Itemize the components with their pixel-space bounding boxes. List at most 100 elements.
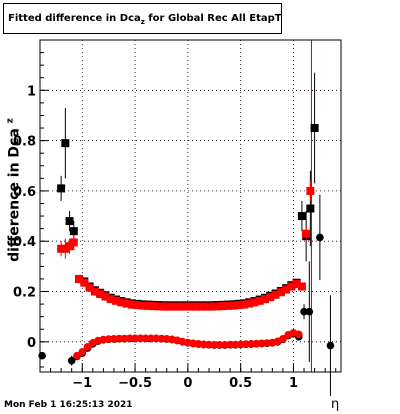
y-axis-label-subscript: z [5, 118, 16, 124]
y-axis-label: difference in Dca z [6, 118, 23, 262]
data-point-circle [305, 307, 314, 316]
data-point-circle [147, 334, 155, 343]
data-point-square [276, 288, 285, 297]
data-point-square [302, 229, 311, 238]
data-point-square [69, 238, 78, 247]
data-point-square [57, 244, 66, 253]
data-point-square [260, 295, 269, 304]
data-point-circle [210, 341, 219, 349]
data-point-circle [300, 307, 308, 316]
data-point-square [112, 296, 121, 305]
data-point-square [149, 302, 158, 311]
data-point-circle [279, 335, 287, 343]
data-point-circle [226, 340, 234, 349]
data-point-circle [67, 356, 76, 365]
x-tick-label: 0 [183, 376, 192, 391]
y-tick-label: 0 [27, 336, 36, 351]
data-point-square [234, 301, 243, 310]
data-point-circle [73, 351, 81, 360]
series-3 [73, 328, 303, 360]
data-point-square [292, 279, 301, 288]
data-point-circle [141, 334, 150, 343]
data-point-circle [125, 334, 134, 343]
data-point-square [245, 299, 254, 308]
data-point-square [164, 302, 173, 311]
data-point-square [154, 302, 163, 311]
data-point-square [266, 293, 275, 302]
data-point-square [138, 301, 147, 310]
data-point-square [65, 217, 74, 226]
data-point-circle [136, 334, 145, 343]
grid-lines [40, 40, 341, 372]
x-tick-label: 0.5 [229, 376, 252, 391]
data-point-square [202, 302, 211, 311]
data-point-square [159, 302, 168, 311]
data-point-square [80, 278, 89, 287]
data-point-circle [316, 233, 324, 242]
data-point-circle [215, 341, 224, 349]
data-point-square [57, 184, 66, 193]
x-tick-label: 1 [289, 376, 298, 391]
y-tick-label: 1 [27, 84, 36, 99]
title-text: Fitted difference in Dca [8, 13, 141, 24]
data-point-square [69, 227, 78, 236]
data-point-square [208, 302, 217, 311]
data-point-square [297, 282, 306, 291]
data-point-square [187, 302, 196, 311]
y-tick-label: 0.8 [13, 135, 36, 150]
chart-title: Fitted difference in Dcaz for Global Rec… [3, 3, 282, 34]
x-tick-label: −0.5 [118, 376, 152, 391]
data-point-square [223, 301, 232, 310]
data-point-square [213, 302, 222, 311]
data-point-square [61, 244, 70, 253]
timestamp-footer: Mon Feb 1 16:25:13 2021 [4, 400, 133, 410]
data-point-circle [78, 348, 87, 356]
data-point-square [297, 212, 306, 221]
y-tick-label: 0.4 [13, 235, 36, 250]
title-suffix: for Global Rec All EtapT [144, 13, 282, 24]
y-tick-label: 0.6 [13, 185, 36, 200]
x-axis-label: η [331, 397, 340, 412]
y-tick-label: 0.2 [13, 286, 36, 301]
data-point-square [197, 302, 206, 311]
data-point-square [306, 204, 315, 213]
data-point-square [61, 139, 70, 148]
data-point-square [122, 299, 131, 308]
data-point-square [271, 290, 280, 299]
axis-ticks [39, 39, 337, 372]
series-1 [57, 180, 315, 311]
data-point-square [180, 302, 189, 311]
data-point-square [218, 302, 227, 311]
data-series [38, 72, 335, 396]
data-point-square [75, 274, 84, 283]
data-point-circle [131, 334, 139, 343]
data-point-square [192, 302, 201, 311]
data-point-square [127, 300, 136, 309]
data-point-square [255, 296, 264, 305]
data-point-square [287, 282, 296, 291]
title-subscript: z [140, 18, 145, 26]
data-point-circle [115, 334, 124, 343]
data-point-circle [326, 341, 335, 350]
x-tick-label: −1 [72, 376, 92, 391]
data-point-square [106, 295, 115, 304]
data-point-square [143, 301, 152, 310]
data-point-square [239, 300, 248, 309]
data-point-square [96, 290, 105, 299]
data-point-circle [294, 330, 303, 339]
plot-frame [39, 39, 342, 373]
data-point-square [133, 301, 142, 310]
data-point-square [65, 242, 74, 251]
data-point-square [306, 186, 315, 195]
data-point-circle [38, 351, 46, 360]
data-point-square [170, 302, 179, 311]
data-point-square [310, 124, 319, 133]
y-axis-label-text: difference in Dca [6, 128, 23, 262]
data-point-square [250, 298, 259, 307]
data-point-square [85, 283, 94, 292]
data-point-square [229, 301, 238, 310]
data-point-square [175, 302, 184, 311]
data-point-circle [83, 343, 92, 351]
data-point-square [101, 292, 110, 301]
